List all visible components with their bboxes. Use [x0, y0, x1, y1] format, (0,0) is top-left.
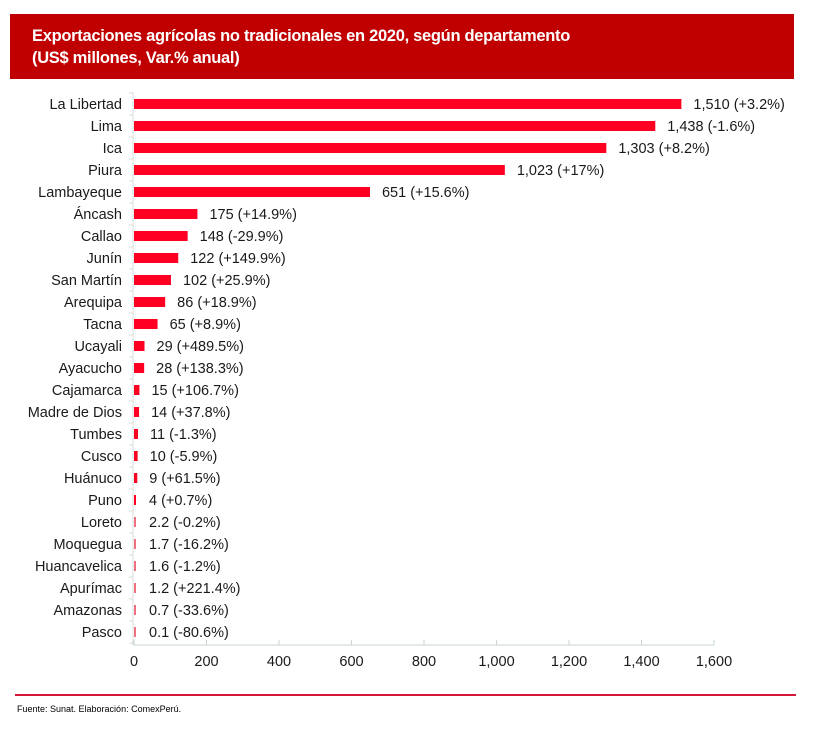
data-label: 1,438 (-1.6%)	[667, 119, 755, 135]
bar	[134, 165, 505, 175]
bar	[134, 121, 656, 131]
bar	[134, 605, 136, 615]
bar	[134, 561, 136, 571]
bar	[134, 231, 188, 241]
data-label: 0.7 (-33.6%)	[149, 603, 229, 619]
data-label: 1,303 (+8.2%)	[618, 141, 710, 157]
axes-group: La Libertad Lima Ica Piura Lambayeque Áncash C…	[28, 92, 732, 670]
data-label: 15 (+106.7%)	[151, 383, 238, 399]
x-tick-label: 1,200	[551, 654, 587, 670]
bar	[134, 341, 145, 351]
data-label: 1.7 (-16.2%)	[149, 537, 229, 553]
category-label: Ucayali	[74, 339, 122, 355]
bar	[134, 297, 166, 307]
category-label: Tacna	[83, 317, 123, 333]
source-note: Fuente: Sunat. Elaboración: ComexPerú.	[17, 704, 182, 714]
x-tick-label: 1,000	[478, 654, 514, 670]
x-tick-label: 600	[339, 654, 363, 670]
x-tick-label: 400	[267, 654, 291, 670]
bar	[134, 407, 140, 417]
x-tick-label: 1,400	[623, 654, 659, 670]
data-label: 11 (-1.3%)	[150, 427, 217, 443]
bar	[134, 209, 198, 219]
bar	[134, 319, 158, 329]
bar	[134, 583, 136, 593]
category-label: Junín	[87, 251, 122, 267]
data-label: 0.1 (-80.6%)	[149, 625, 229, 641]
category-label: Pasco	[82, 625, 122, 641]
category-label: Tumbes	[70, 427, 122, 443]
category-label: Huancavelica	[35, 559, 123, 575]
category-label: Lambayeque	[38, 185, 122, 201]
chart-title: Exportaciones agrícolas no tradicionales…	[32, 27, 571, 45]
category-label: Callao	[81, 229, 122, 245]
category-label: Loreto	[81, 515, 122, 531]
data-label: 86 (+18.9%)	[177, 295, 256, 311]
data-label: 28 (+138.3%)	[156, 361, 243, 377]
data-label: 14 (+37.8%)	[151, 405, 230, 421]
data-label: 175 (+14.9%)	[209, 207, 296, 223]
category-label: Ayacucho	[59, 361, 122, 377]
bar	[134, 99, 682, 109]
data-label: 1,510 (+3.2%)	[693, 97, 785, 113]
data-label: 29 (+489.5%)	[157, 339, 244, 355]
category-label: Amazonas	[53, 603, 122, 619]
bar	[134, 627, 136, 637]
category-label: Cajamarca	[52, 383, 123, 399]
category-label: Ica	[103, 141, 123, 157]
bar	[134, 495, 136, 505]
bars-group: 1,510 (+3.2%) 1,438 (-1.6%) 1,303 (+8.2%) 1…	[134, 97, 785, 641]
bar	[134, 253, 179, 263]
category-label: Cusco	[81, 449, 122, 465]
data-label: 1.6 (-1.2%)	[149, 559, 221, 575]
category-label: Piura	[88, 163, 123, 179]
category-label: Moquegua	[53, 537, 122, 553]
bar	[134, 473, 138, 483]
category-label: Apurímac	[60, 581, 122, 597]
data-label: 1.2 (+221.4%)	[149, 581, 241, 597]
bar	[134, 385, 140, 395]
data-label: 122 (+149.9%)	[190, 251, 286, 267]
data-label: 9 (+61.5%)	[149, 471, 220, 487]
bar	[134, 275, 171, 285]
bar	[134, 143, 607, 153]
data-label: 1,023 (+17%)	[517, 163, 604, 179]
category-label: San Martín	[51, 273, 122, 289]
category-label: Áncash	[74, 206, 122, 223]
bar	[134, 451, 138, 461]
x-tick-label: 0	[130, 654, 138, 670]
data-label: 65 (+8.9%)	[170, 317, 241, 333]
data-label: 2.2 (-0.2%)	[149, 515, 221, 531]
bar	[134, 187, 370, 197]
category-label: Lima	[91, 119, 123, 135]
bar	[134, 363, 145, 373]
data-label: 102 (+25.9%)	[183, 273, 270, 289]
chart-subtitle: (US$ millones, Var.% anual)	[32, 49, 240, 67]
x-tick-label: 1,600	[696, 654, 732, 670]
category-label: Huánuco	[64, 471, 122, 487]
data-label: 651 (+15.6%)	[382, 185, 469, 201]
bar	[134, 517, 136, 527]
footer-divider	[15, 694, 796, 696]
data-label: 10 (-5.9%)	[150, 449, 218, 465]
category-label: Arequipa	[64, 295, 123, 311]
category-label: La Libertad	[49, 97, 122, 113]
bar	[134, 539, 136, 549]
x-tick-label: 200	[194, 654, 218, 670]
x-tick-label: 800	[412, 654, 436, 670]
data-label: 4 (+0.7%)	[149, 493, 212, 509]
bar	[134, 429, 138, 439]
category-label: Puno	[88, 493, 122, 509]
chart-header: Exportaciones agrícolas no tradicionales…	[10, 14, 794, 79]
data-label: 148 (-29.9%)	[200, 229, 284, 245]
category-label: Madre de Dios	[28, 405, 122, 421]
